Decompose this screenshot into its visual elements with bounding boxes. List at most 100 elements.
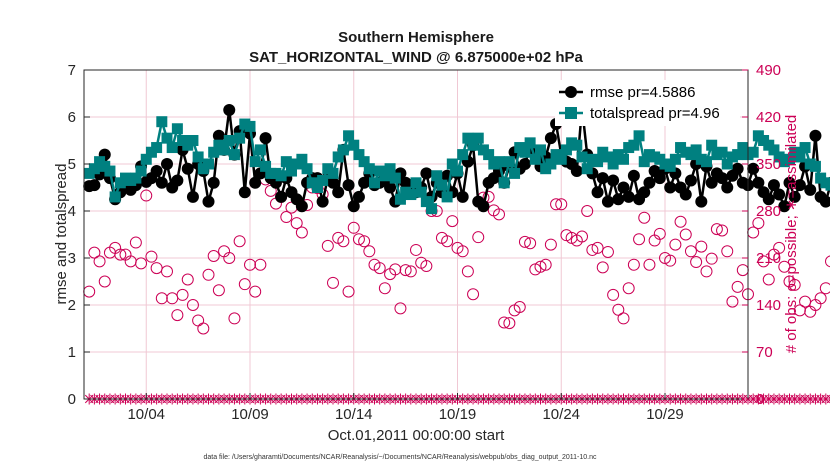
totalspread-point xyxy=(467,139,479,151)
totalspread-point xyxy=(436,179,448,191)
obs-possible-point xyxy=(586,243,599,256)
totalspread-point xyxy=(633,130,645,142)
totalspread-point xyxy=(405,189,417,201)
rmse-point xyxy=(773,188,786,201)
rmse-point xyxy=(249,176,262,189)
obs-possible-point xyxy=(825,255,830,268)
totalspread-point xyxy=(519,146,531,158)
rmse-point xyxy=(259,132,272,145)
rmse-point xyxy=(627,169,640,182)
totalspread-point xyxy=(483,149,495,161)
totalspread-point xyxy=(249,156,261,168)
obs-possible-point xyxy=(420,260,433,273)
totalspread-point xyxy=(820,177,830,189)
obs-possible-point xyxy=(555,198,568,211)
totalspread-point xyxy=(203,158,214,170)
legend-box xyxy=(555,80,740,126)
obs-possible-point xyxy=(669,238,682,251)
obs-possible-point xyxy=(726,295,739,308)
obs-possible-point xyxy=(705,252,718,265)
legend: rmse pr=4.5886 totalspread pr=4.96 xyxy=(555,80,740,126)
rmse-point xyxy=(695,195,708,208)
rmse-point xyxy=(186,190,199,203)
totalspread-point xyxy=(228,149,240,161)
obs-possible-point xyxy=(752,217,765,230)
totalspread-point xyxy=(524,137,536,149)
obs-possible-point xyxy=(617,312,630,325)
obs-assimilated-point xyxy=(825,394,830,404)
y-axis-left-label: rmse and totalspread xyxy=(53,164,70,305)
totalspread-point xyxy=(301,163,313,175)
x-axis-label: Oct.01,2011 00:00:00 start xyxy=(328,427,505,444)
rmse-point xyxy=(607,174,620,187)
obs-possible-point xyxy=(700,265,713,278)
rmse-point xyxy=(477,200,490,213)
obs-possible-point xyxy=(607,288,620,301)
obs-possible-point xyxy=(404,265,417,278)
obs-possible-point xyxy=(513,301,526,314)
obs-possible-point xyxy=(684,245,697,258)
rmse-point xyxy=(622,190,635,203)
y-right-tick-label: 280 xyxy=(756,203,781,220)
obs-possible-point xyxy=(524,237,537,250)
totalspread-point xyxy=(135,165,147,177)
obs-possible-point xyxy=(612,303,625,316)
totalspread-point xyxy=(369,177,380,189)
totalspread-point xyxy=(187,135,199,146)
totalspread-point xyxy=(109,191,121,203)
rmse-point xyxy=(617,181,630,194)
obs-possible-point xyxy=(721,245,734,258)
obs-possible-point xyxy=(410,243,422,256)
obs-possible-point xyxy=(207,249,220,262)
obs-possible-point xyxy=(161,265,173,278)
obs-possible-point xyxy=(93,255,106,268)
x-tick-label: 10/04 xyxy=(127,406,165,423)
obs-possible-point xyxy=(576,230,588,243)
totalspread-point xyxy=(576,151,588,163)
obs-possible-point xyxy=(695,240,708,253)
rmse-point xyxy=(238,186,251,199)
obs-possible-point xyxy=(186,299,199,311)
rmse-point xyxy=(518,158,531,170)
rmse-point xyxy=(679,188,692,201)
totalspread-point xyxy=(234,132,246,144)
totalspread-point xyxy=(669,153,681,165)
obs-possible-point xyxy=(596,261,609,274)
obs-possible-point xyxy=(228,312,241,325)
rmse-point xyxy=(295,200,308,213)
obs-possible-point xyxy=(254,258,267,271)
totalspread-point xyxy=(151,142,163,154)
obs-possible-point xyxy=(337,235,350,248)
rmse-point xyxy=(420,167,433,180)
obs-possible-point xyxy=(716,224,729,237)
rmse-point xyxy=(181,162,194,175)
rmse-point xyxy=(332,186,345,199)
y-right-tick-label: 0 xyxy=(756,391,764,408)
totalspread-point xyxy=(732,149,744,161)
obs-possible-point xyxy=(544,238,557,251)
rmse-point xyxy=(643,176,656,189)
obs-possible-point xyxy=(176,288,189,301)
y-right-tick-label: 420 xyxy=(756,109,781,126)
obs-possible-point xyxy=(145,250,158,263)
rmse-point xyxy=(212,129,225,142)
obs-possible-point xyxy=(638,211,651,224)
obs-possible-point xyxy=(814,292,827,305)
rmse-point xyxy=(731,162,744,175)
obs-possible-point xyxy=(249,285,262,298)
rmse-point xyxy=(809,129,822,142)
totalspread-point xyxy=(509,167,521,179)
totalspread-point xyxy=(88,163,100,175)
obs-possible-point xyxy=(394,302,407,315)
obs-possible-point xyxy=(181,273,194,286)
totalspread-point xyxy=(535,144,546,156)
totalspread-point xyxy=(410,177,422,189)
y-right-tick-label: 210 xyxy=(756,250,781,267)
plot-frame xyxy=(83,69,749,400)
obs-possible-point xyxy=(643,258,656,271)
totalspread-point xyxy=(529,153,541,165)
rmse-point xyxy=(684,174,697,187)
legend-rmse-label: rmse pr=4.5886 xyxy=(590,84,695,101)
rmse-point xyxy=(327,176,339,189)
